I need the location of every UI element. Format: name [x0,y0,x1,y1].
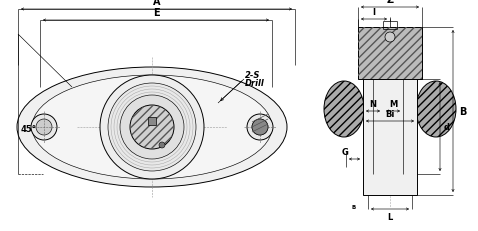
Text: B: B [459,106,467,116]
Circle shape [252,119,268,135]
Circle shape [159,142,165,148]
Ellipse shape [324,82,364,137]
Circle shape [36,119,52,135]
Ellipse shape [17,68,287,187]
Text: 2-S: 2-S [245,71,261,80]
Bar [358,28,422,80]
Circle shape [108,84,196,171]
Text: I: I [372,8,376,17]
Text: N: N [369,100,377,109]
Circle shape [31,115,57,140]
Circle shape [130,106,174,149]
Circle shape [385,33,395,43]
Text: Drill: Drill [245,79,265,88]
Text: A: A [153,0,160,7]
Text: d: d [444,122,450,131]
Text: 45°: 45° [21,125,37,134]
Text: B: B [352,205,356,210]
Text: Bi: Bi [385,109,395,119]
Text: M: M [389,100,397,109]
Circle shape [247,115,273,140]
Text: Z: Z [386,0,393,5]
Circle shape [100,76,204,179]
Circle shape [252,119,268,135]
Bar [148,118,156,125]
Bar [363,78,417,195]
Text: E: E [152,8,159,18]
Ellipse shape [32,76,272,179]
Text: G: G [342,147,348,156]
Bar [358,28,422,80]
Text: L: L [387,212,392,221]
Ellipse shape [416,82,456,137]
Circle shape [120,96,184,159]
